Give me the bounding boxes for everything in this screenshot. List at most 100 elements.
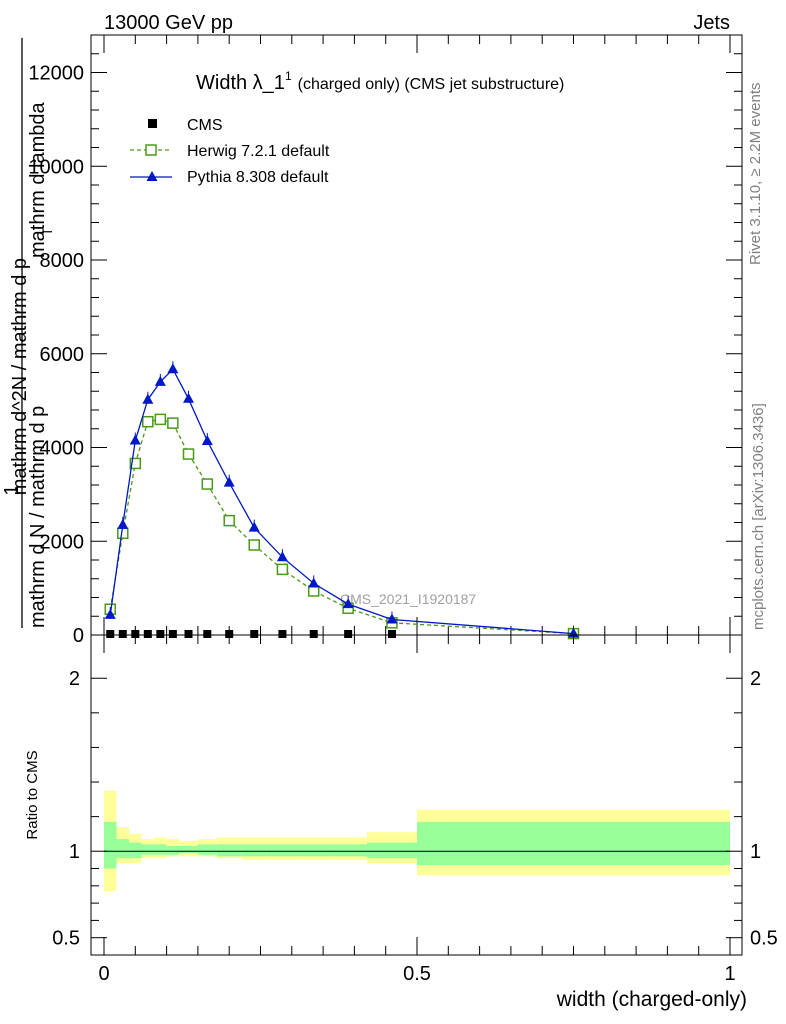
pythia-data-point (129, 434, 141, 445)
cms-data-point (344, 630, 353, 638)
x-tick-label: 0 (98, 963, 109, 985)
uncertainty-band (104, 821, 730, 869)
band-segment (179, 846, 198, 853)
ratio-y-tick-label: 0.5 (52, 928, 80, 950)
main-y-tick-label: 8000 (40, 250, 85, 272)
analysis-watermark: CMS_2021_I1920187 (340, 591, 476, 607)
y-title-frac-bottom: mathrm d N / mathrm d p (27, 406, 49, 628)
cms-data-point (387, 630, 396, 638)
herwig-data-point (201, 478, 214, 490)
cms-data-point (309, 630, 318, 638)
y-title-tail: mathrm d lambda (27, 102, 49, 258)
header-jets-label: Jets (693, 12, 730, 34)
herwig-data-point (129, 457, 142, 470)
pythia-data-point (201, 434, 213, 445)
band-segment (417, 821, 730, 866)
legend-cms-marker (148, 119, 157, 128)
band-segment (141, 844, 155, 855)
ratio-bands (104, 790, 730, 891)
ratio-plot-frame (90, 634, 743, 956)
ratio-y-tick-label-right: 2 (750, 668, 761, 690)
pythia-data-point (276, 551, 288, 562)
band-segment (166, 846, 180, 855)
pythia-data-point (183, 392, 195, 403)
herwig-data-point (154, 413, 167, 426)
herwig-data-point (276, 563, 289, 576)
band-segment (129, 842, 142, 859)
ratio-y-tick-label: 2 (69, 668, 80, 690)
header-energy-label: 13000 GeV pp (104, 12, 233, 34)
band-segment (154, 844, 167, 855)
cms-data-point (118, 630, 127, 638)
main-title-superscript: 1 (285, 69, 292, 83)
mcplots-reference-text: mcplots.cern.ch [arXiv:1306.3436] (750, 403, 767, 630)
pythia-data-point (167, 363, 179, 374)
legend-cms-label: CMS (187, 117, 223, 134)
pythia-data-point (342, 598, 354, 609)
cms-data-point (156, 630, 165, 638)
band-segment (298, 844, 330, 857)
ratio-x-tick-labels: 0 0.5 1 (98, 963, 735, 985)
band-segment (329, 844, 367, 857)
band-segment (241, 844, 267, 857)
cms-data-point (106, 630, 115, 638)
x-axis-title: width (charged-only) (556, 988, 747, 1011)
herwig-data-point (182, 448, 195, 460)
band-segment (197, 844, 217, 855)
main-title-text: Width λ_1 (196, 72, 285, 94)
ratio-y-tick-label-right: 0.5 (750, 928, 778, 950)
herwig-data-point (248, 539, 260, 551)
main-y-tick-label: 10000 (28, 156, 84, 178)
main-y-tick-label: 6000 (40, 344, 85, 366)
pythia-data-point (104, 608, 116, 619)
legend-herwig-label: Herwig 7.2.1 default (187, 143, 330, 160)
ratio-y-tick-label-right: 1 (750, 841, 761, 863)
main-y-tick-label: 2000 (40, 531, 85, 553)
legend-pythia-marker (146, 171, 158, 181)
x-tick-label: 1 (724, 963, 735, 985)
cms-data-point (250, 630, 259, 638)
rivet-version-text: Rivet 3.1.10, ≥ 2.2M events (747, 83, 764, 266)
legend: CMS Herwig 7.2.1 default Pythia 8.308 de… (130, 117, 330, 186)
cms-data-point (131, 630, 140, 638)
herwig-data-point (223, 514, 235, 527)
cms-data-point (225, 630, 234, 638)
x-tick-label: 0.5 (403, 963, 431, 985)
ratio-y-tick-labels: 0.5 0.5 1 1 2 2 (52, 668, 778, 949)
pythia-data-point (308, 577, 320, 588)
band-segment (216, 844, 242, 857)
pythia-data-point (154, 375, 166, 386)
band-segment (116, 839, 130, 859)
herwig-data-point (142, 415, 154, 428)
band-segment (104, 821, 117, 869)
ratio-y-axis-title: Ratio to CMS (24, 750, 41, 839)
cms-data-point (143, 630, 152, 638)
main-plot-ticks (91, 35, 742, 636)
series-square-filled (106, 630, 578, 638)
pythia-data-point (223, 476, 235, 487)
cms-data-point (278, 630, 287, 638)
cms-data-point (203, 630, 212, 638)
main-title-subtitle: (charged only) (CMS jet substructure) (298, 76, 565, 93)
pythia-data-point (142, 393, 154, 404)
main-y-tick-label: 0 (73, 625, 84, 647)
main-y-tick-label: 12000 (28, 63, 84, 85)
herwig-data-point (117, 527, 129, 540)
herwig-data-point (167, 417, 179, 429)
band-segment (266, 844, 299, 857)
pythia-data-point (248, 521, 260, 532)
main-y-tick-label: 4000 (40, 438, 85, 460)
series-square-open (104, 413, 580, 640)
pythia-data-point (386, 613, 398, 624)
legend-pythia-label: Pythia 8.308 default (187, 169, 329, 186)
y-title-subscript: T (39, 227, 55, 236)
main-y-tick-labels: 0 2000 4000 6000 8000 10000 12000 (28, 63, 84, 648)
legend-herwig-marker (145, 144, 157, 156)
y-title-rest: mathrm d^2N / mathrm d p (9, 258, 31, 495)
pythia-data-point (117, 518, 129, 529)
series-triangle-filled (104, 361, 579, 638)
band-segment (366, 842, 417, 859)
ratio-y-tick-label: 1 (69, 841, 80, 863)
main-y-axis-title: 1 mathrm d N / mathrm d p mathrm d^2N / … (1, 38, 55, 628)
